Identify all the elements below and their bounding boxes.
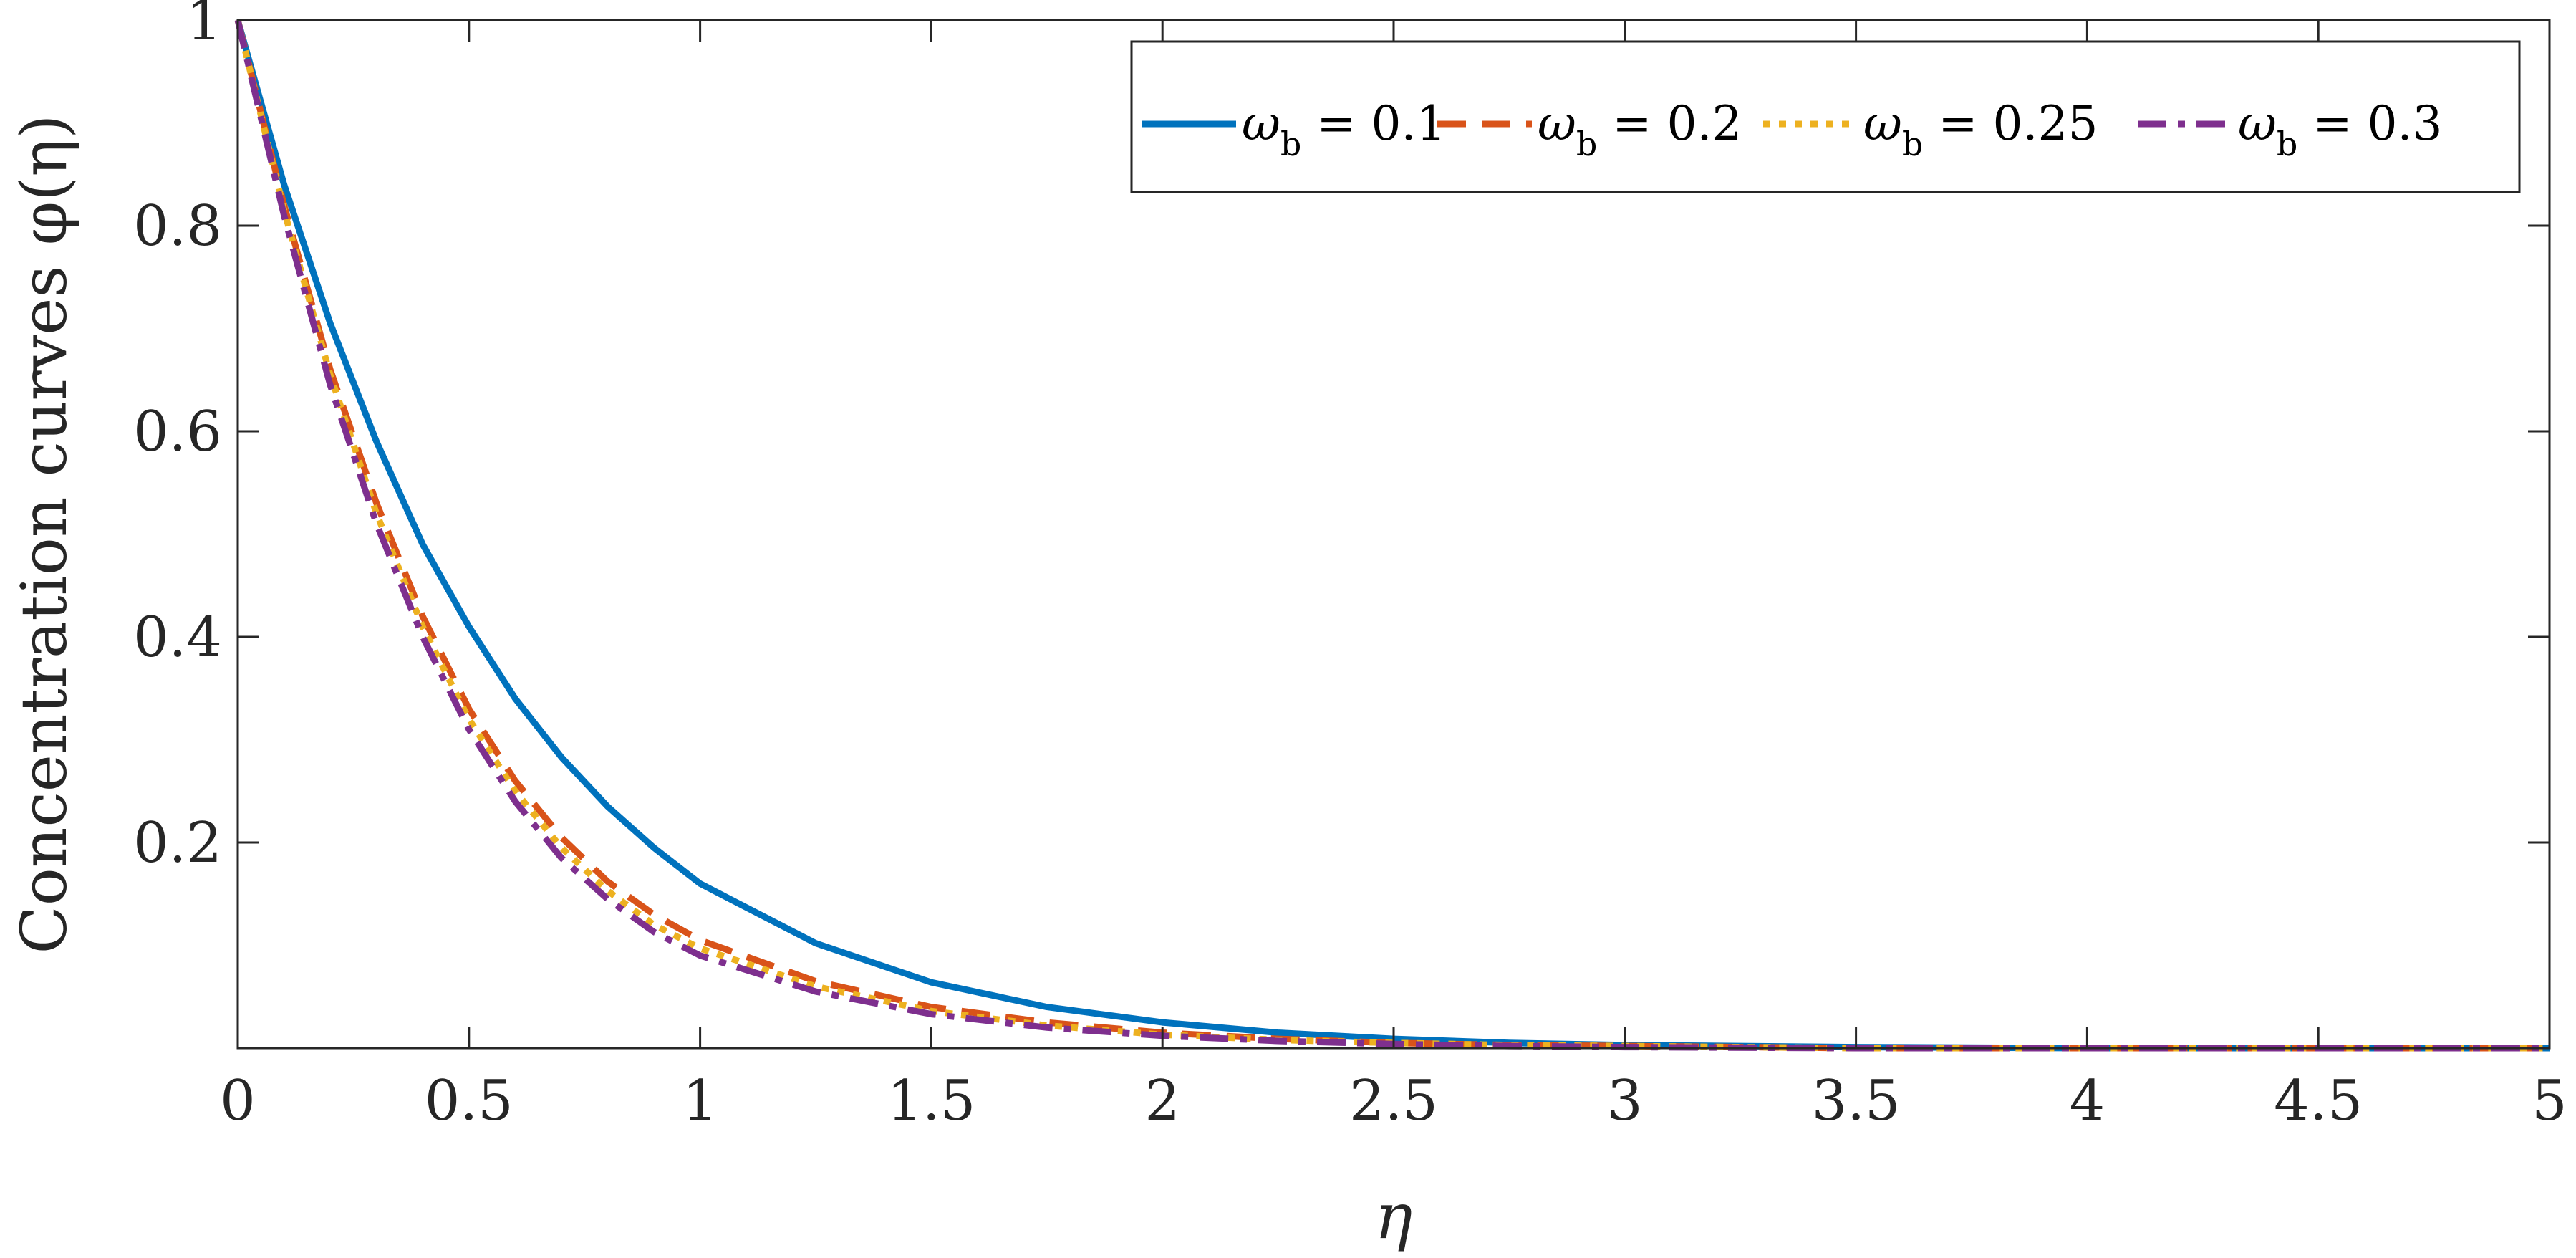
x-tick-label: 0	[220, 1069, 256, 1133]
legend-symbol: ω	[2238, 96, 2277, 151]
x-tick-label: 0.5	[425, 1069, 513, 1133]
legend-symbol: ω	[1863, 96, 1902, 151]
legend-label-4: ωb = 0.3	[2238, 96, 2443, 163]
x-tick-label: 3.5	[1812, 1069, 1901, 1133]
x-tick-label: 5	[2532, 1069, 2567, 1133]
series-line-3	[234, 19, 2550, 1052]
x-tick-label: 2	[1144, 1069, 1180, 1133]
legend-value: = 0.3	[2297, 96, 2442, 151]
legend-value: = 0.2	[1597, 96, 1742, 151]
legend: ωb = 0.1 ωb = 0.2 ωb = 0.25 ωb = 0.3	[1130, 40, 2521, 193]
x-tick-label: 3	[1607, 1069, 1643, 1133]
legend-box	[1130, 40, 2521, 193]
x-tick-label: 1	[682, 1069, 718, 1133]
y-tick-label: 0.6	[133, 400, 222, 464]
y-tick-label: 1	[186, 0, 222, 53]
legend-subscript: b	[1280, 125, 1301, 163]
legend-subscript: b	[2277, 125, 2297, 163]
y-axis-label: Concentration curves φ(η)	[7, 114, 81, 954]
y-tick-label: 0.8	[133, 194, 222, 259]
legend-subscript: b	[1902, 125, 1923, 163]
legend-label-3: ωb = 0.25	[1863, 96, 2098, 163]
series-line-2	[234, 19, 2550, 1052]
x-axis-label: η	[1375, 1179, 1413, 1253]
x-tick-label: 1.5	[887, 1069, 975, 1133]
legend-symbol: ω	[1242, 96, 1280, 151]
y-tick-label: 0.4	[133, 605, 222, 670]
legend-value: = 0.1	[1301, 96, 1446, 151]
legend-label-2: ωb = 0.2	[1538, 96, 1742, 163]
legend-symbol: ω	[1538, 96, 1576, 151]
y-tick-label: 0.2	[133, 811, 222, 875]
series-layer	[234, 19, 2550, 1052]
axes-layer: 0 0.5 1 1.5 2 2.5 3 3.5 4 4.5 5 0.2 0.4 0.6 0.8 1	[133, 0, 2567, 1133]
x-tick-label: 4	[2070, 1069, 2105, 1133]
legend-value: = 0.25	[1923, 96, 2098, 151]
x-tick-label: 2.5	[1349, 1069, 1438, 1133]
legend-subscript: b	[1576, 125, 1597, 163]
x-tick-label: 4.5	[2274, 1069, 2363, 1133]
legend-label-1: ωb = 0.1	[1242, 96, 1447, 163]
series-line-4	[234, 19, 2550, 1052]
